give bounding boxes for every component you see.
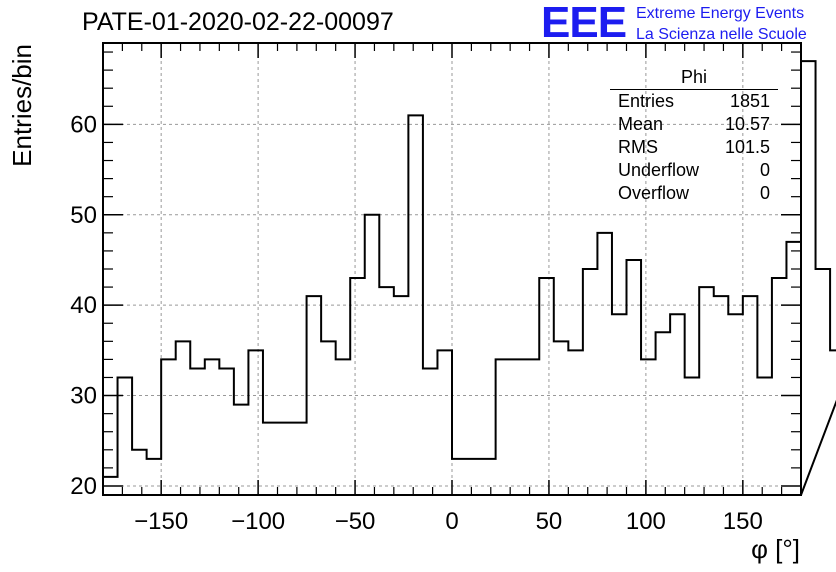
stats-title: Phi <box>610 67 778 90</box>
axis-ticks <box>102 43 802 495</box>
logo-caption: Extreme Energy Events La Scienza nelle S… <box>636 3 807 45</box>
stats-row: RMS 101.5 <box>610 136 778 159</box>
stats-label: RMS <box>618 137 658 157</box>
stats-label: Underflow <box>618 160 700 180</box>
plot-frame <box>102 42 802 496</box>
stats-value: 1851 <box>729 91 770 111</box>
logo-caption-line2: La Scienza nelle Scuole <box>636 26 807 43</box>
y-tick-label: 50 <box>70 202 97 229</box>
stats-box: Phi Entries 1851 Mean 10.57 RMS 101.5 Underflo… <box>610 67 778 205</box>
x-tick-label: −150 <box>134 508 188 535</box>
x-tick-label: 100 <box>626 508 666 535</box>
stats-value: 0 <box>759 183 770 203</box>
stats-label: Mean <box>618 114 664 134</box>
y-tick-label: 30 <box>70 383 97 410</box>
y-tick-labels: 20 30 40 50 60 <box>70 111 97 500</box>
x-tick-label: −100 <box>231 508 285 535</box>
x-tick-label: 0 <box>445 508 458 535</box>
y-tick-label: 60 <box>70 111 97 138</box>
histogram-title: PATE-01-2020-02-22-00097 <box>82 8 394 36</box>
stats-rows: Entries 1851 Mean 10.57 RMS 101.5 Underflow 0 Ov… <box>610 90 778 205</box>
stats-value: 101.5 <box>724 137 770 157</box>
stats-value: 10.57 <box>724 114 770 134</box>
stats-row: Overflow 0 <box>610 182 778 205</box>
x-tick-label: 150 <box>723 508 763 535</box>
y-tick-label: 20 <box>70 473 97 500</box>
x-tick-label: −50 <box>335 508 376 535</box>
stats-row: Entries 1851 <box>610 90 778 113</box>
stats-label: Overflow <box>618 183 690 203</box>
y-tick-label: 40 <box>70 292 97 319</box>
logo-caption-line1: Extreme Energy Events <box>636 5 805 22</box>
stats-row: Mean 10.57 <box>610 113 778 136</box>
x-tick-labels: −150 −100 −50 0 50 100 150 <box>134 508 763 535</box>
y-axis-label: Entries/bin <box>7 44 37 167</box>
stats-value: 0 <box>759 160 770 180</box>
histogram-series <box>102 60 836 496</box>
stats-row: Underflow 0 <box>610 159 778 182</box>
eee-logo: EEE <box>541 0 627 47</box>
x-axis-label: φ [°] <box>751 534 800 564</box>
x-tick-label: 50 <box>536 508 563 535</box>
stats-label: Entries <box>618 91 675 111</box>
